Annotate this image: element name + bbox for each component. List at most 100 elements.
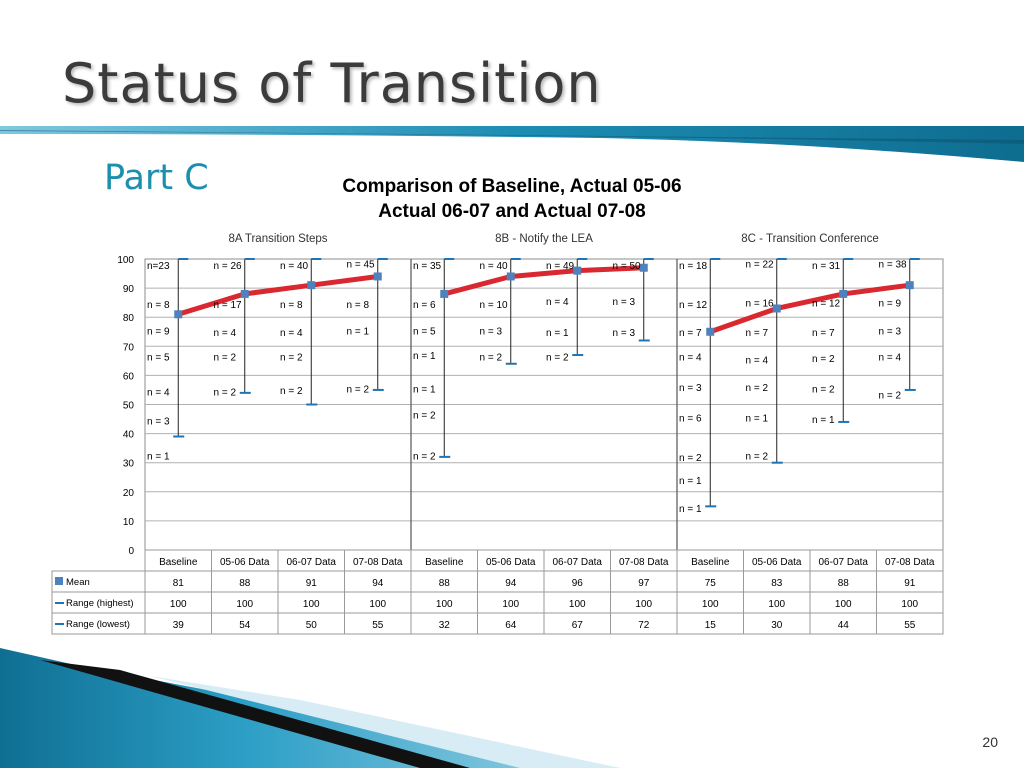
y-tick-label: 40 <box>123 430 135 441</box>
mean-marker <box>307 281 316 290</box>
table-cell: 100 <box>369 599 386 610</box>
table-cell: 94 <box>505 578 517 589</box>
n-annotation: n = 3 <box>613 328 636 339</box>
n-annotation: n = 2 <box>413 451 436 462</box>
n-annotation: n = 2 <box>280 352 303 363</box>
group-title-3: 8C - Transition Conference <box>741 233 878 245</box>
n-annotation: n = 35 <box>413 261 442 272</box>
n-annotation: n = 6 <box>413 300 436 311</box>
subtitle: Part C <box>104 158 209 198</box>
table-cell: 91 <box>306 578 318 589</box>
n-annotation: n = 2 <box>413 411 436 422</box>
mean-line <box>443 265 644 297</box>
table-cell: 100 <box>702 599 719 610</box>
header-band <box>0 126 1024 162</box>
mean-marker <box>240 289 249 298</box>
n-annotation: n = 26 <box>214 261 243 272</box>
n-annotation: n = 3 <box>879 326 902 337</box>
n-annotation: n = 8 <box>347 300 370 311</box>
n-annotation: n = 9 <box>147 326 170 337</box>
n-annotation: n = 2 <box>347 384 370 395</box>
n-annotation: n = 45 <box>347 259 376 270</box>
mean-marker <box>839 289 848 298</box>
n-annotation: n = 40 <box>280 261 309 272</box>
n-annotation: n = 2 <box>280 386 303 397</box>
legend-key-mean <box>55 577 63 585</box>
n-annotation: n = 4 <box>214 328 237 339</box>
mean-marker <box>174 310 183 319</box>
table-cell: 30 <box>771 620 783 631</box>
n-annotation: n = 40 <box>480 261 509 272</box>
x-category-label: 07-08 Data <box>885 557 935 568</box>
n-annotation: n = 4 <box>879 352 902 363</box>
table-row-label: Range (lowest) <box>66 619 130 630</box>
table-cell: 67 <box>572 620 584 631</box>
table-cell: 100 <box>170 599 187 610</box>
n-annotation: n = 22 <box>746 259 775 270</box>
n-annotation: n = 31 <box>812 261 841 272</box>
n-annotation: n = 1 <box>413 351 436 362</box>
n-annotation: n = 4 <box>280 328 303 339</box>
table-cell: 32 <box>439 620 451 631</box>
table-cell: 72 <box>638 620 650 631</box>
table-cell: 75 <box>705 578 717 589</box>
table-cell: 88 <box>239 578 251 589</box>
x-category-label: 05-06 Data <box>220 557 270 568</box>
n-annotation: n = 4 <box>679 352 702 363</box>
n-annotation: n = 5 <box>413 326 436 337</box>
footer-swoosh-black <box>40 660 470 768</box>
n-annotation: n = 2 <box>746 451 769 462</box>
mean-marker <box>573 266 582 275</box>
n-annotation: n = 12 <box>812 299 841 310</box>
table-cell: 55 <box>372 620 384 631</box>
chart-title-line-2: Actual 06-07 and Actual 07-08 <box>378 201 646 222</box>
n-annotation: n = 2 <box>546 352 569 363</box>
table-cell: 100 <box>236 599 253 610</box>
x-category-label: Baseline <box>425 557 464 568</box>
header-band-shadow <box>0 130 1024 144</box>
n-annotation: n = 8 <box>280 300 303 311</box>
group-title-1: 8A Transition Steps <box>228 233 327 245</box>
x-category-label: 06-07 Data <box>819 557 869 568</box>
mean-marker <box>772 304 781 313</box>
n-annotation: n = 12 <box>679 300 708 311</box>
n-annotation: n = 1 <box>812 415 835 426</box>
n-annotation: n = 2 <box>679 453 702 464</box>
n-annotation: n = 2 <box>812 354 835 365</box>
table-cell: 50 <box>306 620 318 631</box>
x-category-label: Baseline <box>691 557 730 568</box>
n-annotation: n = 4 <box>147 387 170 398</box>
table-cell: 100 <box>768 599 785 610</box>
table-cell: 100 <box>303 599 320 610</box>
n-annotation: n = 9 <box>879 299 902 310</box>
n-annotation: n = 49 <box>546 261 575 272</box>
n-annotation: n = 17 <box>214 300 243 311</box>
n-annotation: n = 1 <box>546 328 569 339</box>
y-tick-label: 10 <box>123 517 135 528</box>
n-annotation: n = 1 <box>746 414 769 425</box>
n-annotation: n = 10 <box>480 300 509 311</box>
table-cell: 88 <box>838 578 850 589</box>
n-annotation: n = 3 <box>480 326 503 337</box>
table-cell: 100 <box>635 599 652 610</box>
n-annotation: n = 3 <box>679 383 702 394</box>
n-annotation: n = 1 <box>147 451 170 462</box>
x-category-label: 07-08 Data <box>619 557 669 568</box>
table-cell: 96 <box>572 578 584 589</box>
y-tick-label: 90 <box>123 284 135 295</box>
slide-title: Status of Transition <box>62 52 602 115</box>
table-cell: 15 <box>705 620 717 631</box>
x-category-label: 05-06 Data <box>486 557 536 568</box>
n-annotation: n = 2 <box>214 387 237 398</box>
x-category-label: 06-07 Data <box>287 557 337 568</box>
table-cell: 100 <box>436 599 453 610</box>
table-cell: 64 <box>505 620 517 631</box>
y-tick-label: 70 <box>123 342 135 353</box>
mean-marker <box>639 263 648 272</box>
y-tick-label: 30 <box>123 459 135 470</box>
table-row-label: Range (highest) <box>66 598 134 609</box>
mean-marker <box>506 272 515 281</box>
chart-title-line-1: Comparison of Baseline, Actual 05-06 <box>342 176 681 197</box>
table-cell: 100 <box>569 599 586 610</box>
